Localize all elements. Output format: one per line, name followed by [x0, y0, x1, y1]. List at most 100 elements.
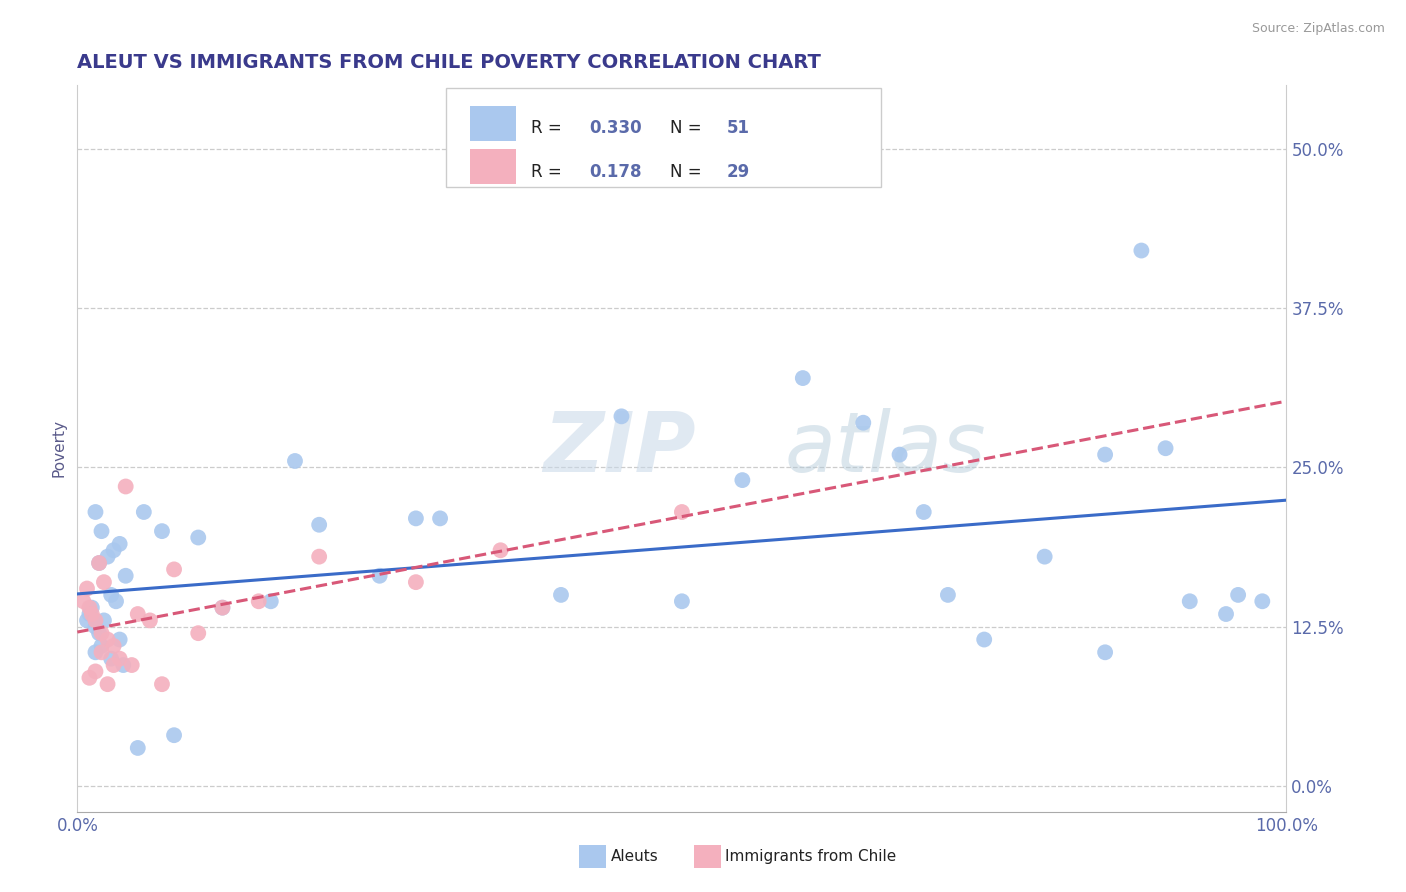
Point [76, 614, 98, 628]
Text: 0.178: 0.178 [589, 163, 641, 181]
Point [80, 607, 103, 621]
Text: ZIP: ZIP [543, 408, 696, 489]
Point [610, 409, 633, 424]
Point [260, 594, 283, 608]
Point [368, 568, 391, 582]
Point [90, 524, 112, 538]
Point [163, 562, 186, 576]
Text: Immigrants from Chile: Immigrants from Chile [725, 849, 897, 864]
Point [150, 524, 173, 538]
Text: Source: ZipAtlas.com: Source: ZipAtlas.com [1251, 22, 1385, 36]
Point [127, 607, 149, 621]
Point [1094, 645, 1116, 659]
Point [76, 582, 98, 596]
Point [489, 543, 512, 558]
Point [187, 626, 209, 640]
Point [105, 594, 128, 608]
Point [284, 454, 307, 468]
Point [93, 575, 115, 590]
Point [84, 645, 107, 659]
Text: R =: R = [531, 120, 567, 137]
Point [80, 600, 103, 615]
Point [912, 505, 935, 519]
Point [1154, 442, 1177, 455]
Point [84, 614, 107, 628]
Point [429, 511, 451, 525]
Point [96, 549, 118, 564]
Point [1094, 448, 1116, 462]
Point [211, 600, 233, 615]
Text: ALEUT VS IMMIGRANTS FROM CHILE POVERTY CORRELATION CHART: ALEUT VS IMMIGRANTS FROM CHILE POVERTY C… [77, 53, 821, 72]
Text: N =: N = [669, 120, 707, 137]
Point [87, 556, 110, 570]
Point [792, 371, 814, 385]
Point [1251, 594, 1274, 608]
Point [1130, 244, 1153, 258]
Point [163, 728, 186, 742]
Point [100, 588, 122, 602]
Point [87, 626, 110, 640]
Point [108, 537, 131, 551]
Point [84, 665, 107, 679]
Text: 29: 29 [727, 163, 749, 181]
Point [211, 600, 233, 615]
Point [127, 741, 149, 756]
Point [550, 588, 572, 602]
Text: N =: N = [669, 163, 707, 181]
Point [1215, 607, 1237, 621]
Point [90, 645, 112, 659]
Point [103, 543, 125, 558]
Point [79, 600, 101, 615]
Point [87, 556, 110, 570]
Point [93, 614, 115, 628]
Point [1178, 594, 1201, 608]
Point [132, 505, 155, 519]
Point [973, 632, 995, 647]
Point [103, 658, 125, 673]
Bar [579, 845, 606, 868]
Bar [470, 105, 516, 141]
Point [671, 594, 693, 608]
Point [247, 594, 270, 608]
Point [108, 632, 131, 647]
Point [72, 594, 94, 608]
Point [187, 531, 209, 545]
Point [405, 575, 427, 590]
Point [108, 651, 131, 665]
FancyBboxPatch shape [446, 88, 882, 186]
Text: Aleuts: Aleuts [610, 849, 658, 864]
Point [731, 473, 754, 487]
Point [671, 505, 693, 519]
Point [889, 448, 911, 462]
Point [308, 517, 330, 532]
Point [308, 549, 330, 564]
Text: 0.330: 0.330 [589, 120, 641, 137]
Point [121, 658, 143, 673]
Point [84, 505, 107, 519]
Point [96, 632, 118, 647]
Point [96, 677, 118, 691]
Point [90, 639, 112, 653]
Point [79, 607, 101, 621]
Bar [695, 845, 721, 868]
Point [79, 671, 101, 685]
Point [936, 588, 959, 602]
Point [103, 639, 125, 653]
Point [114, 479, 136, 493]
Point [1033, 549, 1056, 564]
Point [405, 511, 427, 525]
Text: R =: R = [531, 163, 567, 181]
Point [150, 677, 173, 691]
Point [1227, 588, 1250, 602]
Point [84, 620, 107, 634]
Point [114, 568, 136, 582]
Point [139, 614, 162, 628]
Y-axis label: Poverty: Poverty [51, 419, 66, 477]
Point [90, 626, 112, 640]
Point [852, 416, 875, 430]
Text: 51: 51 [727, 120, 749, 137]
Text: atlas: atlas [785, 408, 987, 489]
Point [112, 658, 135, 673]
Bar [470, 149, 516, 184]
Point [100, 651, 122, 665]
